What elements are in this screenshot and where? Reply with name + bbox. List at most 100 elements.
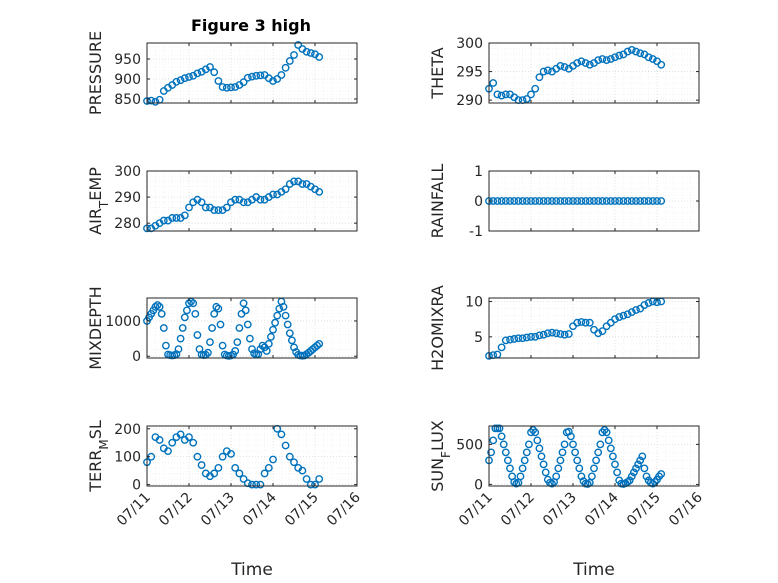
data-point — [208, 324, 217, 332]
data-point — [539, 197, 548, 205]
y-axis-label: SUNFLUX — [428, 420, 453, 492]
data-point — [539, 460, 548, 469]
data-point — [577, 57, 586, 66]
data-point — [279, 302, 288, 311]
data-point — [210, 68, 219, 77]
x-tick-label: 07/16 — [666, 489, 706, 529]
y-tick-label: 850 — [114, 92, 141, 108]
data-point — [180, 211, 189, 220]
data-point — [644, 197, 653, 205]
data-point — [193, 452, 202, 461]
data-point — [294, 41, 303, 49]
data-point — [210, 469, 219, 478]
data-point — [573, 59, 582, 67]
x-tick-label: 07/11 — [456, 490, 496, 530]
data-point — [596, 440, 605, 449]
data-point — [176, 76, 185, 85]
x-tick-label: 07/15 — [282, 490, 322, 530]
data-point — [510, 197, 519, 205]
data-point — [212, 302, 221, 311]
data-point — [592, 456, 600, 465]
data-point — [619, 197, 628, 205]
data-point — [606, 197, 615, 205]
data-point — [493, 197, 502, 205]
y-tick-label: 290 — [114, 190, 141, 206]
data-point — [206, 63, 214, 71]
y-axis-label: TERRMSL — [86, 420, 111, 493]
plot-area — [147, 426, 357, 486]
data-point — [611, 197, 619, 205]
y-tick-label: 500 — [456, 437, 483, 453]
data-point — [556, 197, 565, 205]
data-point — [281, 185, 290, 194]
data-point — [506, 197, 514, 205]
data-point — [306, 49, 315, 57]
data-point — [185, 73, 193, 81]
data-point — [623, 47, 632, 56]
data-point — [271, 318, 279, 327]
data-series — [143, 41, 324, 106]
data-point — [185, 203, 193, 212]
data-point — [231, 463, 240, 472]
data-point — [210, 309, 219, 318]
data-point — [554, 464, 563, 473]
data-point — [315, 187, 324, 196]
data-point — [182, 306, 191, 315]
data-point — [189, 438, 198, 447]
y-tick-label: -1 — [469, 224, 483, 240]
data-point — [281, 311, 290, 320]
data-point — [306, 480, 315, 489]
data-point — [594, 197, 603, 205]
data-point — [598, 197, 607, 205]
data-point — [159, 324, 168, 332]
x-tick-label: 07/13 — [540, 490, 580, 530]
data-point — [168, 214, 177, 222]
data-point — [218, 452, 227, 461]
data-point — [161, 341, 170, 350]
y-tick-label: 900 — [114, 72, 141, 88]
data-point — [235, 324, 244, 332]
data-point — [552, 472, 561, 481]
data-point — [657, 60, 666, 69]
data-point — [180, 313, 189, 322]
data-point — [594, 329, 603, 338]
data-point — [214, 304, 223, 313]
data-point — [493, 90, 502, 99]
data-point — [585, 318, 594, 327]
data-point — [644, 53, 653, 62]
data-point — [214, 463, 223, 472]
axes-frame — [488, 425, 700, 487]
data-point — [273, 75, 282, 83]
y-tick-label: 950 — [114, 52, 141, 68]
data-point — [155, 302, 164, 311]
y-tick-label: 0 — [132, 478, 141, 494]
data-point — [598, 55, 607, 63]
data-point — [497, 91, 506, 100]
data-point — [218, 341, 227, 350]
data-point — [216, 320, 225, 329]
y-tick-label: 290 — [456, 93, 483, 109]
data-point — [227, 450, 235, 458]
data-point — [632, 47, 640, 56]
data-point — [514, 197, 523, 205]
data-point — [535, 197, 544, 205]
data-point — [243, 73, 252, 82]
data-point — [231, 195, 240, 204]
data-series — [485, 45, 666, 105]
data-point — [627, 308, 636, 317]
data-point — [157, 309, 166, 318]
y-tick-label: 1000 — [105, 314, 141, 330]
axes-frame — [146, 42, 358, 104]
data-point — [606, 444, 615, 453]
data-point — [573, 318, 582, 327]
data-point — [311, 480, 319, 489]
data-point — [569, 440, 577, 449]
y-tick-label: 100 — [114, 450, 141, 466]
data-point — [172, 77, 181, 86]
data-point — [585, 60, 594, 69]
data-point — [180, 74, 189, 83]
data-point — [573, 456, 582, 465]
